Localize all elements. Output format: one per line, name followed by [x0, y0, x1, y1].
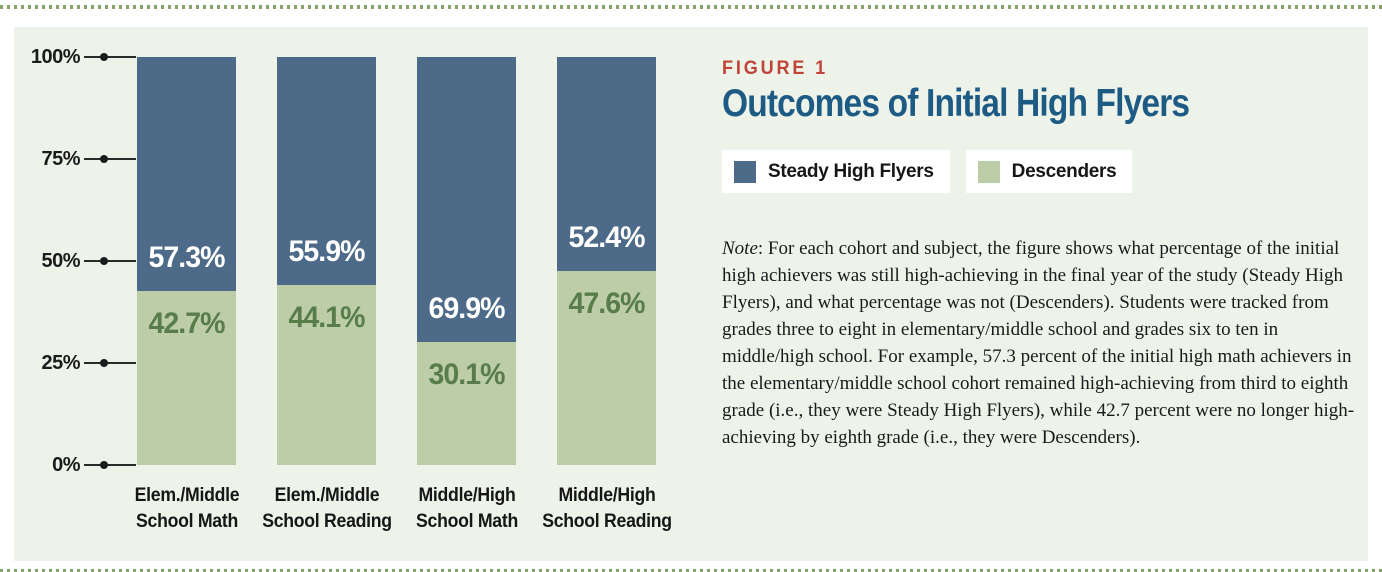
- tick-dot-icon: [100, 461, 108, 469]
- figure-number-label: FIGURE 1: [722, 58, 829, 79]
- stacked-bar-elem-middle-school-reading: 55.9% 44.1%: [277, 57, 376, 465]
- legend-item: Steady High Flyers: [722, 150, 950, 193]
- tick-dot-icon: [100, 359, 108, 367]
- bar-value-label: 47.6%: [568, 286, 645, 320]
- tick-line-icon: [84, 53, 136, 61]
- y-axis-tick-label: 100%: [30, 45, 81, 68]
- category-label: Middle/High School Reading: [541, 485, 672, 532]
- chart-legend: Steady High Flyers Descenders: [722, 150, 1133, 193]
- figure-panel: 100% 75% 50% 25% 0% 57.3% 42.7% Elem./Middle Sc…: [14, 27, 1368, 561]
- bar-segment-steady-high-flyers: 57.3%: [137, 57, 236, 291]
- bar-value-label: 57.3%: [148, 240, 225, 274]
- bar-segment-steady-high-flyers: 69.9%: [417, 57, 516, 343]
- bar-value-label: 69.9%: [428, 292, 505, 326]
- category-label: Elem./Middle School Reading: [261, 485, 392, 532]
- bar-value-label: 55.9%: [288, 235, 365, 269]
- bar-segment-descenders: 47.6%: [557, 270, 656, 465]
- y-axis-tick-label: 0%: [52, 453, 80, 476]
- bar-value-label: 44.1%: [288, 301, 365, 335]
- y-axis-tick-label: 50%: [41, 249, 80, 272]
- stacked-bar-elem-middle-school-math: 57.3% 42.7%: [137, 57, 236, 465]
- bar-value-label: 52.4%: [568, 220, 645, 254]
- category-label: Middle/High School Math: [415, 485, 518, 532]
- tick-line-icon: [84, 155, 136, 163]
- bar-segment-steady-high-flyers: 52.4%: [557, 57, 656, 271]
- tick-dot-icon: [100, 155, 108, 163]
- y-axis-tick: 100%: [16, 46, 136, 68]
- bar-segment-descenders: 30.1%: [417, 342, 516, 465]
- bar-segment-descenders: 42.7%: [137, 290, 236, 465]
- top-dotted-divider: [0, 5, 1382, 9]
- note-label: Note: [722, 238, 758, 259]
- bar-value-label: 42.7%: [148, 306, 225, 340]
- stacked-bar-middle-high-school-reading: 52.4% 47.6%: [557, 57, 656, 465]
- bottom-dotted-divider: [0, 569, 1382, 572]
- note-text: : For each cohort and subject, the figur…: [722, 238, 1355, 448]
- y-axis-tick: 50%: [16, 250, 136, 272]
- y-axis-tick: 25%: [16, 352, 136, 374]
- legend-swatch-icon: [977, 160, 1000, 183]
- y-axis-tick-label: 75%: [41, 147, 80, 170]
- y-axis-tick: 75%: [16, 148, 136, 170]
- stacked-bar-chart: 100% 75% 50% 25% 0% 57.3% 42.7% Elem./Middle Sc…: [14, 27, 714, 561]
- stacked-bar-middle-high-school-math: 69.9% 30.1%: [417, 57, 516, 465]
- figure-title: Outcomes of Initial High Flyers: [722, 82, 1190, 125]
- bar-value-label: 30.1%: [428, 358, 505, 392]
- tick-dot-icon: [100, 53, 108, 61]
- category-label: Elem./Middle School Math: [134, 485, 239, 532]
- bar-segment-descenders: 44.1%: [277, 285, 376, 465]
- legend-item: Descenders: [965, 150, 1133, 193]
- figure-note: Note: For each cohort and subject, the f…: [722, 235, 1367, 451]
- tick-line-icon: [84, 461, 136, 469]
- legend-swatch-icon: [734, 160, 756, 183]
- tick-dot-icon: [100, 257, 108, 265]
- legend-label: Steady High Flyers: [768, 160, 934, 182]
- tick-line-icon: [84, 257, 136, 265]
- legend-label: Descenders: [1011, 160, 1117, 182]
- tick-line-icon: [84, 359, 136, 367]
- bar-segment-steady-high-flyers: 55.9%: [277, 57, 376, 286]
- y-axis-tick: 0%: [16, 454, 136, 476]
- y-axis-tick-label: 25%: [41, 351, 80, 374]
